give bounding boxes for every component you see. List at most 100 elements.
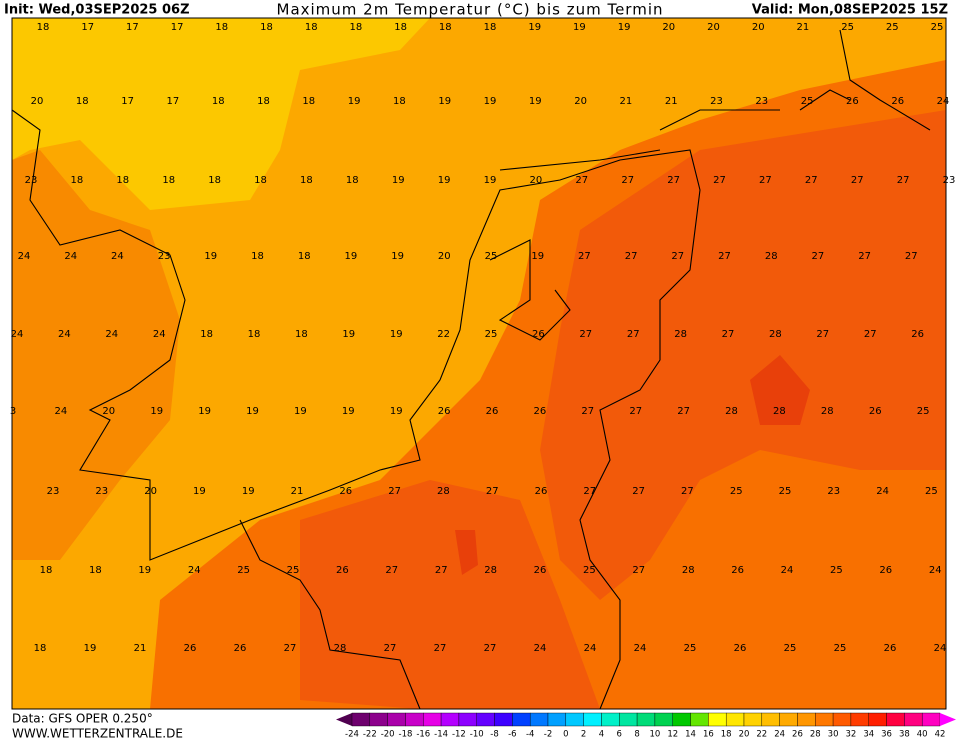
temperature-value: 18 [393, 96, 406, 107]
temperature-value: 25 [287, 565, 300, 576]
temperature-value: 18 [89, 565, 102, 576]
temperature-value: 27 [629, 406, 642, 417]
colorbar-label: 30 [828, 730, 839, 740]
temperature-value: 18 [484, 22, 497, 33]
colorbar-swatch [868, 712, 887, 727]
temperature-value: 26 [532, 329, 545, 340]
temperature-value: 18 [260, 22, 273, 33]
temperature-value: 28 [334, 643, 347, 654]
temperature-value: 18 [439, 22, 452, 33]
colorbar-swatch [779, 712, 798, 727]
temperature-value: 27 [671, 251, 684, 262]
temperature-value: 25 [583, 565, 596, 576]
temperature-value: 17 [121, 96, 134, 107]
colorbar-label: -22 [363, 730, 377, 740]
temperature-value: 25 [886, 22, 899, 33]
colorbar-swatch [601, 712, 620, 727]
temperature-value: 18 [248, 329, 261, 340]
temperature-value: 27 [864, 329, 877, 340]
colorbar-swatch [458, 712, 477, 727]
colorbar-label: 40 [917, 730, 928, 740]
temperature-value: 24 [534, 643, 547, 654]
temperature-value: 24 [64, 251, 77, 262]
temperature-value: 20 [752, 22, 765, 33]
colorbar-label: -14 [434, 730, 448, 740]
init-label: Init: Wed,03SEP2025 06Z [4, 3, 190, 18]
temperature-value: 18 [162, 175, 175, 186]
temperature-value: 27 [384, 643, 397, 654]
colorbar-swatch [387, 712, 406, 727]
temperature-value: 26 [339, 486, 352, 497]
temperature-value: 25 [779, 486, 792, 497]
colorbar-label: 10 [649, 730, 660, 740]
map-background [12, 18, 946, 709]
temperature-value: 23 [25, 175, 38, 186]
temperature-value: 19 [484, 96, 497, 107]
colorbar-arrow [336, 713, 352, 726]
temperature-value: 27 [484, 643, 497, 654]
temperature-value: 19 [342, 406, 355, 417]
temperature-value: 24 [876, 486, 889, 497]
temperature-value: 26 [911, 329, 924, 340]
temperature-value: 18 [302, 96, 315, 107]
temperature-value: 26 [535, 486, 548, 497]
temperature-value: 23 [158, 251, 171, 262]
temperature-value: 17 [126, 22, 139, 33]
temperature-value: 19 [294, 406, 307, 417]
temperature-value: 18 [71, 175, 84, 186]
colorbar-swatch [797, 712, 816, 727]
temperature-value: 23 [827, 486, 840, 497]
colorbar-swatch [619, 712, 638, 727]
colorbar-label: 16 [703, 730, 714, 740]
temperature-value: 19 [193, 486, 206, 497]
temperature-value: 24 [188, 565, 201, 576]
temperature-value: 17 [81, 22, 94, 33]
colorbar-label: 34 [863, 730, 874, 740]
colorbar-label: 8 [634, 730, 639, 740]
temperature-value: 19 [390, 329, 403, 340]
colorbar-label: 6 [617, 730, 622, 740]
temperature-value: 27 [625, 251, 638, 262]
temperature-value: 26 [734, 643, 747, 654]
temperature-value: 21 [797, 22, 810, 33]
temperature-value: 25 [925, 486, 938, 497]
colorbar-label: -2 [544, 730, 552, 740]
colorbar-swatch [761, 712, 780, 727]
colorbar-label: -18 [399, 730, 413, 740]
temperature-value: 20 [144, 486, 157, 497]
temperature-value: 24 [18, 251, 31, 262]
temperature-value: 24 [634, 643, 647, 654]
colorbar-swatch [512, 712, 531, 727]
temperature-value: 19 [138, 565, 151, 576]
temperature-value: 18 [254, 175, 267, 186]
temperature-value: 27 [284, 643, 297, 654]
colorbar-label: -10 [470, 730, 484, 740]
temperature-value: 21 [134, 643, 147, 654]
temperature-value: 20 [31, 96, 44, 107]
temperature-value: 18 [200, 329, 213, 340]
temperature-value: 26 [891, 96, 904, 107]
temperature-value: 18 [215, 22, 228, 33]
temperature-value: 27 [388, 486, 401, 497]
temperature-value: 24 [58, 329, 71, 340]
temperature-value: 28 [682, 565, 695, 576]
temperature-value: 27 [632, 486, 645, 497]
colorbar-label: 28 [810, 730, 821, 740]
temperature-value: 27 [583, 486, 596, 497]
temperature-value: 18 [300, 175, 313, 186]
temperature-value: 27 [578, 251, 591, 262]
colorbar-label: 42 [935, 730, 946, 740]
temperature-value: 19 [246, 406, 259, 417]
colorbar-swatch [725, 712, 745, 727]
temperature-value: 26 [534, 406, 547, 417]
colorbar-swatch [815, 712, 834, 727]
site-label: WWW.WETTERZENTRALE.DE [12, 727, 183, 741]
temperature-value: 28 [821, 406, 834, 417]
colorbar-swatch [654, 712, 673, 727]
temperature-value: 23 [943, 175, 956, 186]
colorbar-swatch [476, 712, 495, 727]
temperature-value: 20 [662, 22, 675, 33]
temperature-value: 21 [620, 96, 633, 107]
temperature-value: 24 [929, 565, 942, 576]
colorbar-swatch [405, 712, 424, 727]
